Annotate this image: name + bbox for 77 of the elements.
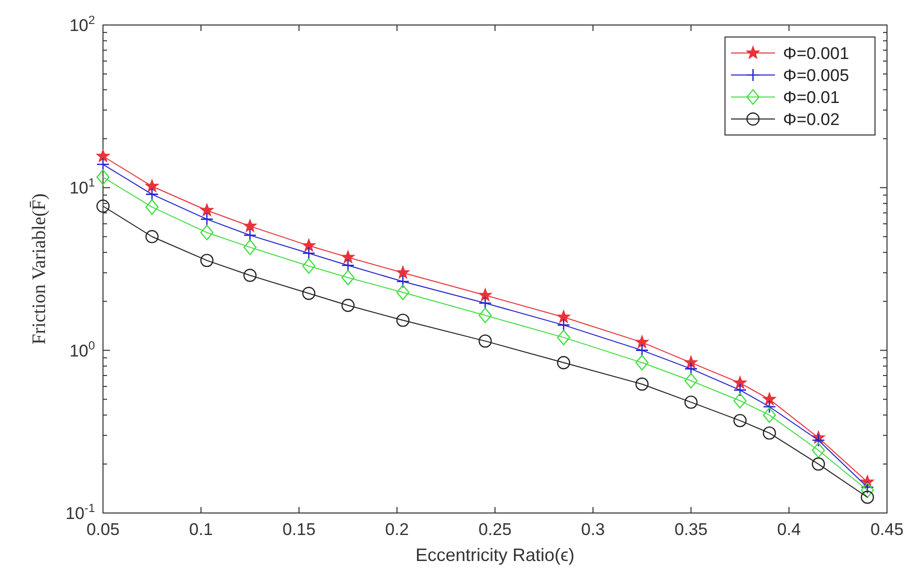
- point: [684, 356, 698, 368]
- point: [860, 490, 874, 504]
- point: [812, 434, 826, 447]
- x-tick-label: 0.4: [777, 520, 801, 539]
- point: [145, 230, 159, 244]
- point: [396, 266, 410, 278]
- point: [556, 310, 570, 323]
- point: [145, 188, 159, 201]
- x-tick-label: 0.1: [189, 520, 213, 539]
- point: [96, 158, 110, 172]
- point: [200, 212, 214, 226]
- x-tick-label: 0.15: [282, 520, 316, 539]
- point: [635, 378, 649, 391]
- y-tick-label: 10$^{2}$: [69, 13, 96, 35]
- point: [341, 298, 355, 312]
- point: [733, 414, 747, 428]
- point: [860, 482, 874, 498]
- point: [96, 200, 110, 213]
- legend-label: Φ=0.001: [783, 44, 850, 63]
- x-tick-label: 0.25: [478, 520, 512, 539]
- point: [762, 407, 776, 423]
- point: [302, 238, 316, 252]
- y-axis-title: Friction Variable(F̄): [29, 193, 50, 345]
- point: [762, 392, 776, 406]
- point: [478, 288, 492, 302]
- point: [243, 228, 257, 242]
- point: [635, 354, 649, 370]
- y-tick-label: 10$^{0}$: [69, 338, 96, 360]
- point: [762, 426, 776, 440]
- point: [200, 254, 214, 268]
- y-tick-label: 10$^{-1}$: [66, 501, 96, 523]
- point: [812, 457, 825, 471]
- x-tick-label: 0.05: [86, 520, 120, 539]
- point: [762, 400, 776, 414]
- point: [341, 270, 355, 286]
- point: [684, 362, 698, 376]
- point: [635, 335, 649, 348]
- point: [96, 149, 110, 162]
- y-tick-label: 10$^{1}$: [69, 176, 96, 198]
- point: [243, 219, 257, 232]
- point: [635, 344, 649, 357]
- point: [478, 296, 492, 310]
- point: [341, 258, 355, 272]
- x-tick-label: 0.45: [870, 520, 904, 539]
- point: [733, 376, 747, 389]
- x-axis-title: Eccentricity Ratio(ϵ): [416, 545, 574, 565]
- point: [478, 308, 492, 324]
- point: [860, 480, 874, 494]
- point: [96, 169, 110, 185]
- point: [812, 442, 825, 458]
- point: [396, 284, 410, 300]
- point: [243, 268, 257, 282]
- legend-label: Φ=0.02: [783, 110, 840, 129]
- point: [302, 286, 316, 300]
- point: [341, 250, 355, 264]
- point: [733, 383, 747, 397]
- point: [145, 179, 159, 192]
- point: [200, 224, 214, 240]
- point: [145, 199, 159, 215]
- point: [396, 274, 410, 288]
- legend-label: Φ=0.005: [783, 66, 850, 85]
- point: [557, 356, 570, 370]
- point: [684, 396, 698, 409]
- legend-label: Φ=0.01: [783, 88, 840, 107]
- point: [302, 246, 316, 260]
- point: [396, 314, 410, 327]
- point: [243, 239, 257, 256]
- point: [200, 203, 214, 216]
- x-tick-label: 0.2: [385, 520, 409, 539]
- point: [556, 318, 570, 332]
- point: [557, 330, 570, 346]
- point: [684, 372, 698, 389]
- point: [478, 334, 492, 348]
- point: [733, 392, 747, 409]
- x-tick-label: 0.3: [581, 520, 605, 539]
- x-tick-label: 0.35: [674, 520, 708, 539]
- point: [302, 258, 316, 274]
